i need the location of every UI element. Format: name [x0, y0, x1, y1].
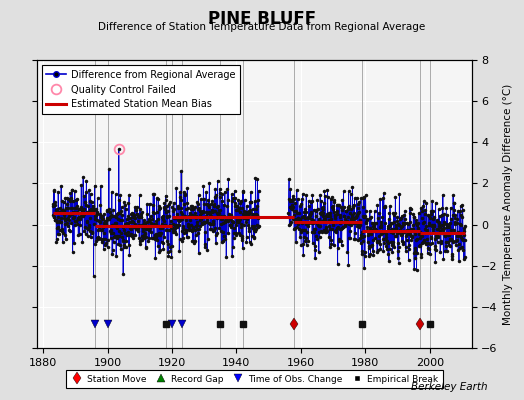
- Text: PINE BLUFF: PINE BLUFF: [208, 10, 316, 28]
- Y-axis label: Monthly Temperature Anomaly Difference (°C): Monthly Temperature Anomaly Difference (…: [504, 83, 514, 325]
- Text: Berkeley Earth: Berkeley Earth: [411, 382, 487, 392]
- Text: Difference of Station Temperature Data from Regional Average: Difference of Station Temperature Data f…: [99, 22, 425, 32]
- Legend: Station Move, Record Gap, Time of Obs. Change, Empirical Break: Station Move, Record Gap, Time of Obs. C…: [66, 370, 443, 388]
